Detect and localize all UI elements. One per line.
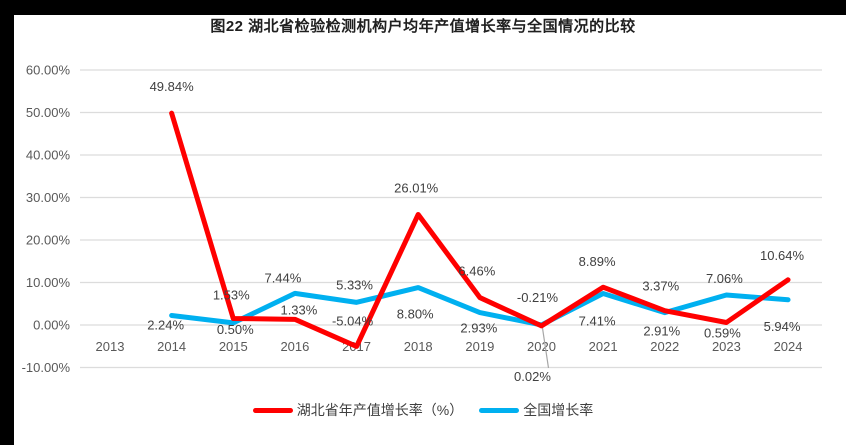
data-label: 2.93% — [460, 321, 497, 336]
page-edge-right — [0, 0, 14, 445]
data-label: 1.53% — [213, 287, 250, 302]
data-label: 3.37% — [642, 279, 679, 294]
x-tick-label: 2016 — [280, 339, 309, 354]
x-tick-label: 2023 — [712, 339, 741, 354]
x-tick-label: 2013 — [96, 339, 125, 354]
data-label: 2.91% — [643, 324, 680, 339]
x-tick-label: 2014 — [157, 339, 186, 354]
data-label: 8.89% — [579, 254, 616, 269]
page-edge-bottom — [0, 0, 846, 15]
chart-title: 图22 湖北省检验检测机构户均年产值增长率与全国情况的比较 — [210, 18, 636, 35]
x-tick-label: 2015 — [219, 339, 248, 354]
x-tick-label: 2020 — [527, 339, 556, 354]
x-tick-label: 2018 — [404, 339, 433, 354]
data-label: 0.02% — [514, 369, 551, 384]
data-label: 5.33% — [336, 277, 373, 292]
x-tick-label: 2024 — [774, 339, 803, 354]
data-label: 6.46% — [458, 264, 495, 279]
data-label: 26.01% — [394, 180, 439, 195]
x-tick-label: 2019 — [465, 339, 494, 354]
legend-item-hubei: 湖北省年产值增长率（%） — [252, 400, 464, 420]
data-label: 7.44% — [264, 270, 301, 285]
x-tick-label: 2021 — [589, 339, 618, 354]
y-tick-label: 10.00% — [26, 275, 71, 290]
y-tick-label: -10.00% — [22, 360, 71, 375]
data-label: 5.94% — [764, 319, 801, 334]
series-line-national — [169, 285, 791, 328]
legend-label-hubei: 湖北省年产值增长率（%） — [296, 402, 464, 418]
y-tick-label: 20.00% — [26, 233, 71, 248]
legend-item-national: 全国增长率 — [479, 400, 593, 420]
data-label: 0.50% — [217, 322, 254, 337]
legend-label-national: 全国增长率 — [523, 402, 594, 418]
data-label: 0.59% — [704, 325, 741, 340]
x-tick-label: 2022 — [650, 339, 679, 354]
y-tick-label: 0.00% — [33, 318, 70, 333]
y-tick-label: 30.00% — [26, 190, 71, 205]
data-label: 7.06% — [706, 271, 743, 286]
data-label: 1.33% — [280, 302, 317, 317]
data-label: 7.41% — [579, 314, 616, 329]
legend-swatch-national-line — [479, 407, 520, 413]
y-tick-label: 40.00% — [26, 148, 71, 163]
legend-swatch-hubei-line — [252, 407, 293, 413]
data-label: 10.64% — [760, 248, 805, 263]
data-label: 2.24% — [147, 317, 184, 332]
data-label: -0.21% — [517, 290, 559, 305]
data-label: 49.84% — [150, 79, 195, 94]
series-line-hubei — [169, 110, 791, 349]
data-label: -5.04% — [332, 313, 374, 328]
data-label: 8.80% — [397, 307, 434, 322]
y-tick-label: 50.00% — [26, 105, 71, 120]
chart-legend: 湖北省年产值增长率（%） 全国增长率 — [0, 400, 846, 420]
leader-line — [541, 327, 550, 369]
y-tick-label: 60.00% — [26, 63, 71, 78]
